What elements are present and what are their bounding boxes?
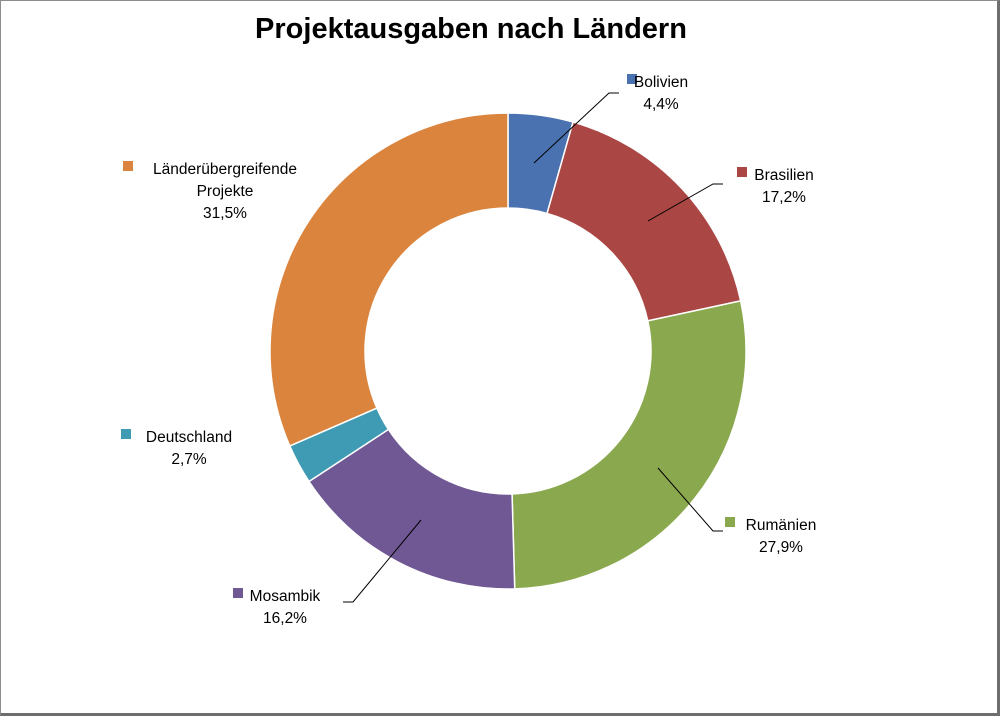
label-key-2 (725, 517, 735, 527)
leader-line-2 (657, 467, 723, 532)
labels-group: Bolivien 4,4% Brasilien 17,2% Rumänien 27,9% M… (121, 74, 816, 627)
data-label-2: Rumänien 27,9% (746, 517, 817, 556)
data-label-0: Bolivien 4,4% (634, 74, 688, 113)
label-key-1 (737, 167, 747, 177)
leader-line-0 (533, 92, 619, 164)
data-label-3: Mosambik 16,2% (250, 588, 321, 627)
data-label-1: Brasilien 17,2% (754, 167, 813, 206)
label-key-5 (123, 161, 133, 171)
label-key-0 (627, 74, 637, 84)
label-key-3 (233, 588, 243, 598)
slice-1 (546, 121, 742, 322)
slices-group (269, 112, 747, 590)
label-key-4 (121, 429, 131, 439)
data-label-4: Deutschland 2,7% (146, 429, 232, 468)
chart-title: Projektausgaben nach Ländern (255, 13, 687, 45)
data-label-5: Länderübergreifende Projekte 31,5% (153, 161, 297, 222)
slice-5 (269, 112, 509, 447)
leader-lines-group (343, 92, 723, 603)
slice-2 (511, 299, 747, 590)
leader-line-3 (343, 519, 422, 603)
leader-line-1 (647, 183, 723, 222)
